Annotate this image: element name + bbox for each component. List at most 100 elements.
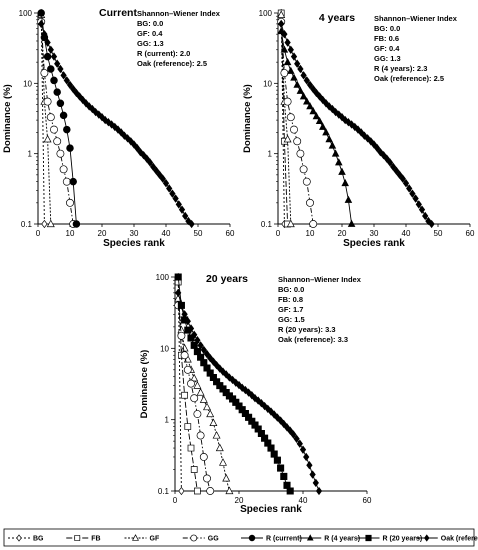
data-point xyxy=(370,140,378,149)
data-point xyxy=(156,170,163,180)
data-point xyxy=(46,219,55,228)
data-point xyxy=(180,343,189,352)
data-point xyxy=(56,149,65,158)
x-tick-label: 60 xyxy=(226,229,235,238)
data-point xyxy=(338,167,346,175)
data-point xyxy=(306,102,314,110)
legend-label: Oak (reference) xyxy=(441,536,478,543)
data-point xyxy=(203,474,211,483)
series-gg xyxy=(37,17,78,228)
legend-item-fb: FB xyxy=(66,535,101,543)
data-point xyxy=(43,134,52,143)
series-oak-reference xyxy=(175,288,323,496)
data-point xyxy=(374,143,381,153)
data-point xyxy=(286,487,294,495)
data-point xyxy=(277,464,285,472)
data-point xyxy=(239,383,246,392)
legend-label: R (current) xyxy=(266,536,302,543)
data-point xyxy=(190,394,199,403)
data-point xyxy=(56,99,65,108)
y-tick-label: 10 xyxy=(23,79,32,88)
data-point xyxy=(293,80,301,88)
legend-label: GG xyxy=(208,536,219,543)
data-point xyxy=(310,84,317,94)
data-point xyxy=(226,373,233,382)
data-point xyxy=(159,174,166,183)
data-point xyxy=(194,336,201,345)
index-value: Oak (reference): 3.3 xyxy=(278,335,348,344)
data-point xyxy=(418,205,426,214)
data-point xyxy=(38,19,45,29)
data-point xyxy=(46,113,55,122)
data-point xyxy=(383,154,390,163)
data-point xyxy=(312,478,319,488)
data-point xyxy=(306,198,314,207)
legend: BG FB GF GG R (current) R (4 years) R (20 year… xyxy=(3,528,478,547)
data-point xyxy=(222,473,231,482)
legend-item-gg: GG xyxy=(182,534,219,543)
data-point xyxy=(143,154,150,163)
data-point xyxy=(177,331,186,340)
data-point xyxy=(59,111,68,120)
data-point xyxy=(194,487,201,495)
data-point xyxy=(290,73,298,81)
index-value: GG: 1.3 xyxy=(374,54,401,63)
legend-marker xyxy=(306,534,314,541)
series-line xyxy=(40,12,45,225)
data-point xyxy=(37,9,45,17)
data-point xyxy=(290,430,297,439)
data-point xyxy=(41,219,48,229)
series-gg xyxy=(174,301,215,495)
data-point xyxy=(347,219,356,227)
data-point xyxy=(44,38,51,47)
data-point xyxy=(264,404,271,413)
data-point xyxy=(273,456,281,464)
y-tick-label: 100 xyxy=(19,9,33,18)
data-point xyxy=(47,45,54,54)
y-tick-label: 1 xyxy=(165,416,170,425)
data-point xyxy=(290,52,298,61)
data-point xyxy=(69,177,77,186)
data-point xyxy=(331,149,340,157)
legend-item-r-4-years: R (4 years) xyxy=(299,534,360,543)
data-point xyxy=(191,330,198,339)
series-line xyxy=(280,23,432,225)
legend-marker xyxy=(365,534,372,542)
data-point xyxy=(162,179,170,188)
data-point xyxy=(290,125,298,134)
data-point xyxy=(118,128,125,137)
data-point xyxy=(299,165,308,174)
x-tick-label: 20 xyxy=(338,229,347,238)
data-point xyxy=(294,59,301,68)
y-axis-title: Dominance (%) xyxy=(2,84,13,153)
data-point xyxy=(299,445,307,454)
data-point xyxy=(172,194,179,203)
data-point xyxy=(306,461,313,470)
x-tick-label: 40 xyxy=(299,496,308,505)
series-r-4-years xyxy=(277,26,356,227)
data-point xyxy=(313,88,320,98)
index-value: GG: 1.5 xyxy=(278,315,305,324)
data-point xyxy=(341,178,349,187)
data-point xyxy=(303,97,311,105)
data-point xyxy=(206,487,215,495)
data-point xyxy=(212,431,221,439)
data-point xyxy=(203,349,211,359)
x-tick-label: 0 xyxy=(36,229,41,238)
data-point xyxy=(399,174,406,183)
legend-box xyxy=(3,528,475,547)
data-point xyxy=(183,365,192,374)
data-point xyxy=(428,219,435,229)
data-point xyxy=(47,65,55,73)
y-tick-label: 0.1 xyxy=(261,220,273,229)
data-point xyxy=(63,76,70,85)
data-point xyxy=(286,219,295,228)
index-value: R (4 years): 2.3 xyxy=(374,64,427,73)
index-value: FB: 0.8 xyxy=(278,295,303,304)
data-point xyxy=(180,351,189,360)
data-point xyxy=(53,137,62,146)
data-point xyxy=(286,113,295,122)
x-tick-label: 30 xyxy=(370,229,379,238)
data-point xyxy=(225,486,234,495)
